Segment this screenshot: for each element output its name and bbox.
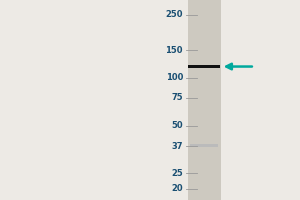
Text: 150: 150 bbox=[166, 46, 183, 55]
Bar bbox=[188, 0, 220, 200]
Text: 37: 37 bbox=[172, 142, 183, 151]
Text: 250: 250 bbox=[166, 10, 183, 19]
Text: 50: 50 bbox=[171, 121, 183, 130]
Text: 100: 100 bbox=[166, 73, 183, 82]
Text: 20: 20 bbox=[171, 184, 183, 193]
Text: 25: 25 bbox=[171, 169, 183, 178]
Text: 75: 75 bbox=[171, 93, 183, 102]
Bar bbox=[188, 65, 220, 68]
Bar bbox=[190, 144, 218, 147]
